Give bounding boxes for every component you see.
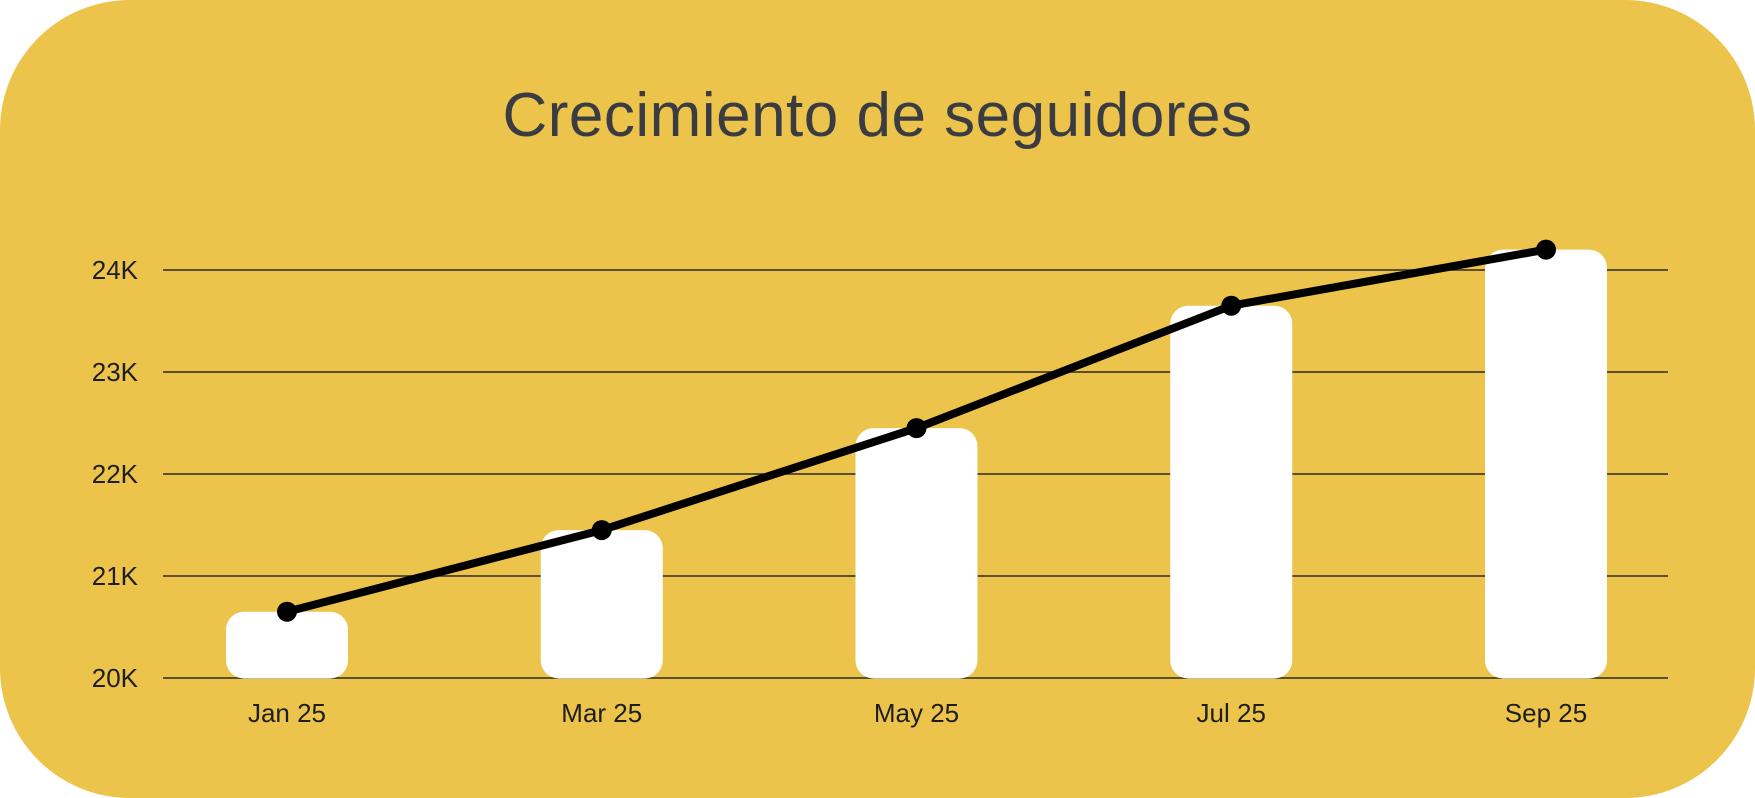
bar-layer <box>226 249 1607 679</box>
bar <box>1485 249 1607 679</box>
line-point <box>1221 295 1242 316</box>
bar <box>226 611 348 679</box>
x-tick-label: Jan 25 <box>248 698 326 728</box>
y-tick-label: 23K <box>92 357 139 387</box>
y-tick-label: 21K <box>92 561 139 591</box>
x-tick-label: Sep 25 <box>1505 698 1587 728</box>
bar <box>1170 305 1293 679</box>
bar <box>855 428 978 679</box>
y-tick-label: 20K <box>92 663 139 693</box>
x-tick-label: Mar 25 <box>561 698 642 728</box>
line-point <box>1536 239 1556 260</box>
y-tick-label: 22K <box>92 459 139 489</box>
line-point <box>906 418 927 439</box>
x-tick-label: May 25 <box>874 698 959 728</box>
line-point <box>277 601 297 622</box>
label-layer: 20K 21K 22K 23K 24K Jan 25 Mar 25 May 25 Jul 25 S… <box>92 255 1587 728</box>
bar <box>540 530 663 679</box>
y-tick-label: 24K <box>92 255 139 285</box>
line-layer <box>277 239 1556 622</box>
chart-title: Crecimiento de seguidores <box>502 81 1253 150</box>
line-point <box>591 520 612 541</box>
x-tick-label: Jul 25 <box>1197 698 1266 728</box>
